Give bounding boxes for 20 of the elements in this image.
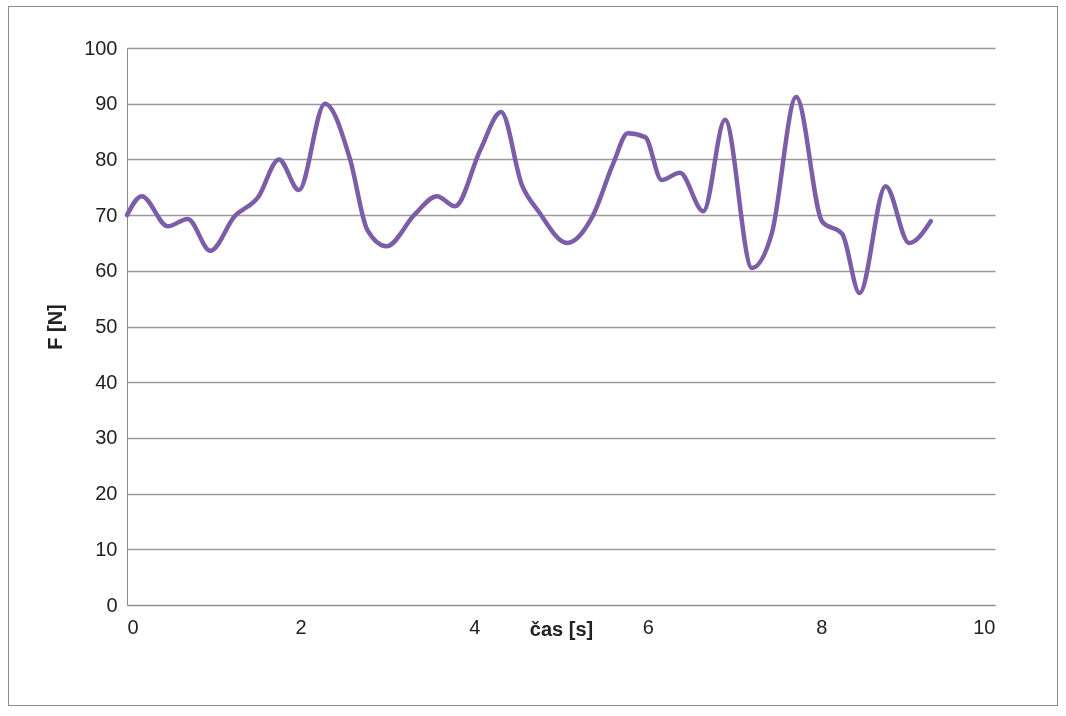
x-tick-label: 8 bbox=[816, 615, 828, 638]
y-tick-label: 100 bbox=[84, 36, 118, 59]
y-tick-label: 70 bbox=[95, 203, 118, 226]
x-tick-label: 10 bbox=[973, 615, 996, 638]
x-tick-label: 4 bbox=[469, 615, 481, 638]
y-axis-title: F [N] bbox=[44, 304, 67, 350]
y-tick-label: 50 bbox=[95, 315, 118, 337]
x-tick-label: 0 bbox=[127, 615, 139, 638]
y-tick-label: 60 bbox=[95, 259, 118, 282]
x-tick-label: 6 bbox=[642, 615, 654, 638]
x-tick-label: 2 bbox=[295, 615, 307, 638]
y-tick-label: 10 bbox=[95, 537, 118, 560]
y-tick-label: 40 bbox=[95, 370, 118, 393]
y-tick-label: 0 bbox=[106, 593, 118, 616]
y-tick-label: 80 bbox=[95, 147, 118, 170]
line-series bbox=[124, 94, 934, 296]
y-tick-label: 20 bbox=[95, 482, 118, 505]
x-axis-title: čas [s] bbox=[529, 617, 594, 640]
y-tick-label: 90 bbox=[95, 92, 118, 115]
y-tick-label: 30 bbox=[95, 426, 118, 449]
